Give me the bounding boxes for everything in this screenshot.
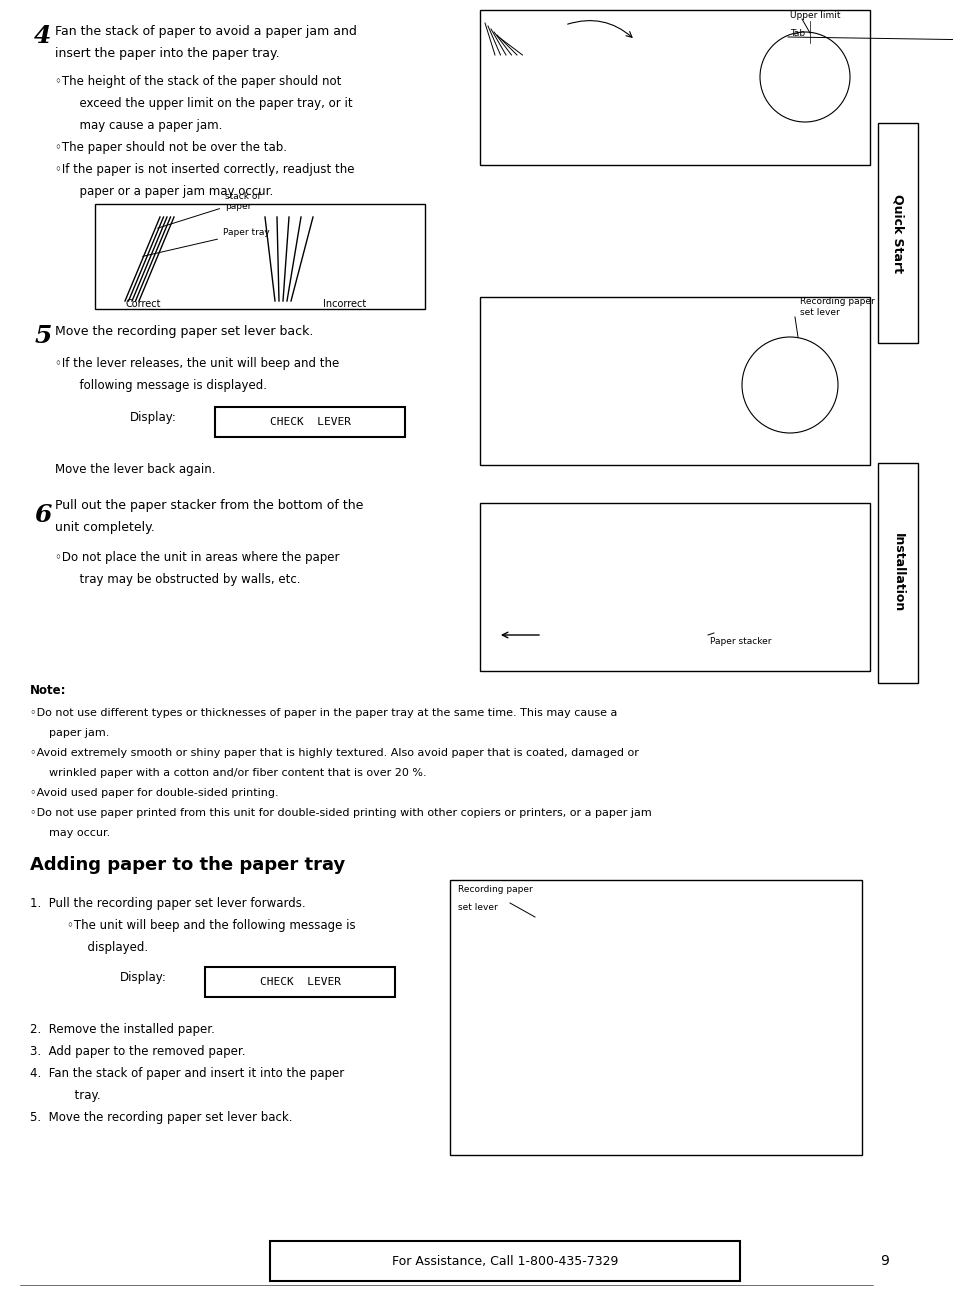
Text: Display:: Display: xyxy=(130,410,176,424)
Text: 5: 5 xyxy=(34,325,51,348)
Text: Move the lever back again.: Move the lever back again. xyxy=(55,463,215,476)
Text: unit completely.: unit completely. xyxy=(55,521,154,534)
Text: 5.  Move the recording paper set lever back.: 5. Move the recording paper set lever ba… xyxy=(30,1112,293,1125)
Bar xyxy=(479,297,869,465)
Text: Tab: Tab xyxy=(789,28,804,37)
Text: tray may be obstructed by walls, etc.: tray may be obstructed by walls, etc. xyxy=(71,573,300,586)
Text: 1.  Pull the recording paper set lever forwards.: 1. Pull the recording paper set lever fo… xyxy=(30,896,305,909)
Bar xyxy=(481,299,867,463)
Text: stack of
paper: stack of paper xyxy=(157,191,260,228)
Text: Pull out the paper stacker from the bottom of the: Pull out the paper stacker from the bott… xyxy=(55,499,363,512)
Text: 6: 6 xyxy=(34,503,51,528)
Bar xyxy=(492,339,781,456)
Bar xyxy=(481,506,867,668)
Text: ◦Do not place the unit in areas where the paper: ◦Do not place the unit in areas where th… xyxy=(55,551,339,564)
Text: Installation: Installation xyxy=(890,534,903,613)
Text: set lever: set lever xyxy=(457,903,497,912)
Bar xyxy=(270,1241,740,1281)
Bar xyxy=(452,882,859,1153)
Text: tray.: tray. xyxy=(52,1090,100,1103)
Polygon shape xyxy=(559,305,780,363)
Bar xyxy=(495,559,624,613)
Text: Note:: Note: xyxy=(30,684,67,697)
Bar xyxy=(497,388,613,453)
Text: Incorrect: Incorrect xyxy=(323,299,366,309)
Text: 9: 9 xyxy=(880,1254,888,1268)
Text: ◦Avoid used paper for double-sided printing.: ◦Avoid used paper for double-sided print… xyxy=(30,787,278,798)
Polygon shape xyxy=(535,915,754,978)
Text: Upper limit: Upper limit xyxy=(789,10,840,19)
Text: 4.  Fan the stack of paper and insert it into the paper: 4. Fan the stack of paper and insert it … xyxy=(30,1068,344,1081)
Bar xyxy=(479,503,869,671)
Bar xyxy=(205,967,395,997)
Text: ◦Do not use paper printed from this unit for double-sided printing with other co: ◦Do not use paper printed from this unit… xyxy=(30,808,651,818)
Text: Adding paper to the paper tray: Adding paper to the paper tray xyxy=(30,856,345,874)
Text: paper jam.: paper jam. xyxy=(42,728,110,738)
Text: ◦If the paper is not inserted correctly, readjust the: ◦If the paper is not inserted correctly,… xyxy=(55,163,355,176)
Text: Fan the stack of paper to avoid a paper jam and: Fan the stack of paper to avoid a paper … xyxy=(55,25,356,37)
Text: ◦The paper should not be over the tab.: ◦The paper should not be over the tab. xyxy=(55,141,287,154)
Text: Quick Start: Quick Start xyxy=(890,194,903,273)
Bar xyxy=(495,52,774,156)
Text: Correct: Correct xyxy=(125,299,161,309)
Text: paper or a paper jam may occur.: paper or a paper jam may occur. xyxy=(71,185,273,198)
Text: 3.  Add paper to the removed paper.: 3. Add paper to the removed paper. xyxy=(30,1046,245,1059)
Text: ◦The height of the stack of the paper should not: ◦The height of the stack of the paper sh… xyxy=(55,75,341,88)
Text: wrinkled paper with a cotton and/or fiber content that is over 20 %.: wrinkled paper with a cotton and/or fibe… xyxy=(42,768,426,778)
Text: ◦Do not use different types or thicknesses of paper in the paper tray at the sam: ◦Do not use different types or thickness… xyxy=(30,709,617,718)
Bar xyxy=(490,524,800,619)
Text: may occur.: may occur. xyxy=(42,828,111,838)
Text: may cause a paper jam.: may cause a paper jam. xyxy=(71,119,222,132)
Bar xyxy=(519,615,740,653)
Text: CHECK  LEVER: CHECK LEVER xyxy=(269,418,350,427)
Text: Recording paper: Recording paper xyxy=(457,886,532,895)
Text: For Assistance, Call 1-800-435-7329: For Assistance, Call 1-800-435-7329 xyxy=(392,1254,618,1267)
Text: ◦Avoid extremely smooth or shiny paper that is highly textured. Also avoid paper: ◦Avoid extremely smooth or shiny paper t… xyxy=(30,747,639,758)
Text: ◦The unit will beep and the following message is: ◦The unit will beep and the following me… xyxy=(52,918,355,931)
Bar xyxy=(734,990,802,1125)
Bar xyxy=(877,123,917,343)
Text: Paper stacker: Paper stacker xyxy=(709,636,771,645)
Text: 2.  Remove the installed paper.: 2. Remove the installed paper. xyxy=(30,1024,214,1037)
Polygon shape xyxy=(629,19,840,70)
Text: Move the recording paper set lever back.: Move the recording paper set lever back. xyxy=(55,325,313,337)
Bar xyxy=(450,881,862,1155)
Text: CHECK  LEVER: CHECK LEVER xyxy=(259,978,340,987)
Bar xyxy=(479,10,869,166)
Bar xyxy=(214,407,405,437)
Text: Recording paper
set lever: Recording paper set lever xyxy=(800,297,874,317)
Text: ◦If the lever releases, the unit will beep and the: ◦If the lever releases, the unit will be… xyxy=(55,357,339,370)
Bar xyxy=(95,204,424,309)
Bar xyxy=(468,1028,593,1113)
Text: Paper tray: Paper tray xyxy=(143,228,270,256)
Bar xyxy=(499,98,609,153)
Text: Display:: Display: xyxy=(120,971,167,984)
Text: following message is displayed.: following message is displayed. xyxy=(71,379,267,392)
Bar xyxy=(481,12,867,163)
Bar xyxy=(877,463,917,683)
Text: insert the paper into the paper tray.: insert the paper into the paper tray. xyxy=(55,47,279,59)
Bar xyxy=(461,956,731,1120)
Text: exceed the upper limit on the paper tray, or it: exceed the upper limit on the paper tray… xyxy=(71,97,353,110)
Text: 4: 4 xyxy=(34,25,51,48)
Text: displayed.: displayed. xyxy=(65,940,148,953)
